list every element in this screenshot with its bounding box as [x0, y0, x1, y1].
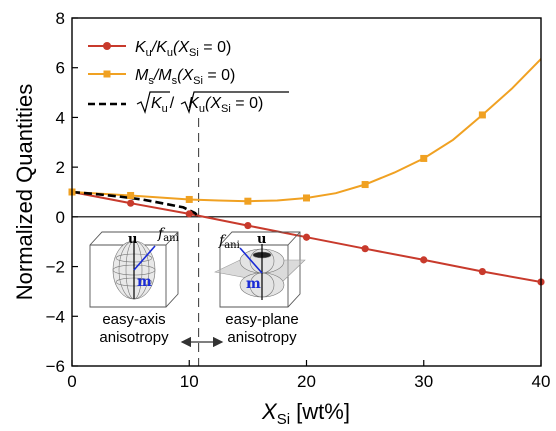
legend-item-sqrt: Ku / Ku(XSi = 0): [88, 91, 289, 115]
x-axis-title: XSi [wt%]: [261, 399, 350, 428]
easy-axis-label-line2: anisotropy: [99, 329, 169, 346]
point-ms: [478, 111, 486, 119]
legend-label-sqrt: Ku / Ku(XSi = 0): [151, 95, 263, 115]
f-ani-label-right: fani: [218, 233, 240, 251]
y-tick-label: 0: [56, 208, 65, 227]
easy-axis-label-line1: easy-axis: [102, 311, 165, 328]
y-tick-label: −4: [46, 307, 65, 326]
f-label-left: f: [157, 226, 166, 242]
point-ku: [127, 199, 135, 207]
plot-frame: [71, 17, 542, 367]
legend-label-ku: Ku/Ku(XSi = 0): [135, 39, 231, 59]
u-label-right: u: [257, 232, 266, 247]
easy-axis-box: [89, 231, 179, 308]
y-tick-label: −6: [46, 357, 65, 376]
legend-marker-ms: [103, 70, 111, 78]
legend: Ku/Ku(XSi = 0) Ms/Ms(XSi = 0) Ku / Ku(XSi …: [88, 39, 289, 115]
y-tick-label: 8: [56, 9, 65, 28]
y-tick-label: −2: [46, 258, 65, 277]
point-ku: [420, 256, 428, 264]
x-tick-label: 0: [67, 372, 76, 391]
point-ku: [361, 245, 369, 253]
easy-plane-label-line2: anisotropy: [227, 329, 297, 346]
sqrt-symbol-1: [136, 91, 170, 114]
m-vector-left: [133, 245, 156, 271]
easy-plane-box: [219, 231, 301, 308]
series-line-sqrt: [72, 190, 200, 218]
point-ms: [244, 197, 252, 205]
f-ani-label-left: fani: [157, 226, 179, 244]
m-label-left: m: [137, 274, 152, 290]
point-ms: [185, 195, 193, 203]
point-ms: [420, 154, 428, 162]
point-ms: [303, 194, 310, 202]
legend-marker-ku: [103, 42, 111, 50]
m-vector-right: [239, 247, 263, 274]
x-axis-title-sub: Si: [277, 411, 290, 428]
x-axis-title-var: X: [261, 399, 278, 424]
x-tick-label: 10: [180, 372, 199, 391]
legend-item-ku: Ku/Ku(XSi = 0): [88, 39, 231, 59]
easy-plane-inset: u m fani: [214, 231, 306, 308]
x-tick-label: 40: [532, 372, 551, 391]
f-sub-left: ani: [163, 233, 179, 244]
x-axis-title-unit: [wt%]: [290, 399, 350, 424]
easy-axis-inset: u m fani: [89, 226, 179, 308]
guides: [72, 118, 541, 366]
point-ms: [361, 181, 369, 189]
point-ku: [478, 267, 486, 276]
y-tick-label: 6: [56, 59, 65, 78]
x-tick-label: 20: [297, 372, 316, 391]
legend-item-ms: Ms/Ms(XSi = 0): [88, 67, 235, 87]
point-ms: [127, 191, 135, 199]
f-label-right: f: [218, 233, 227, 249]
y-tick-label: 2: [56, 158, 65, 177]
f-sub-right: ani: [224, 240, 240, 251]
point-ku: [185, 210, 193, 218]
sqrt-symbol-2: [180, 91, 289, 114]
u-label-left: u: [128, 232, 137, 247]
legend-label-ms: Ms/Ms(XSi = 0): [135, 67, 235, 87]
x-tick-label: 30: [414, 372, 433, 391]
m-label-right: m: [246, 276, 261, 292]
easy-plane-label-line1: easy-plane: [225, 311, 298, 328]
point-ku: [244, 221, 252, 230]
y-tick-label: 4: [56, 108, 65, 127]
y-axis-title: Normalized Quantities: [12, 84, 37, 300]
point-ku: [302, 233, 311, 241]
